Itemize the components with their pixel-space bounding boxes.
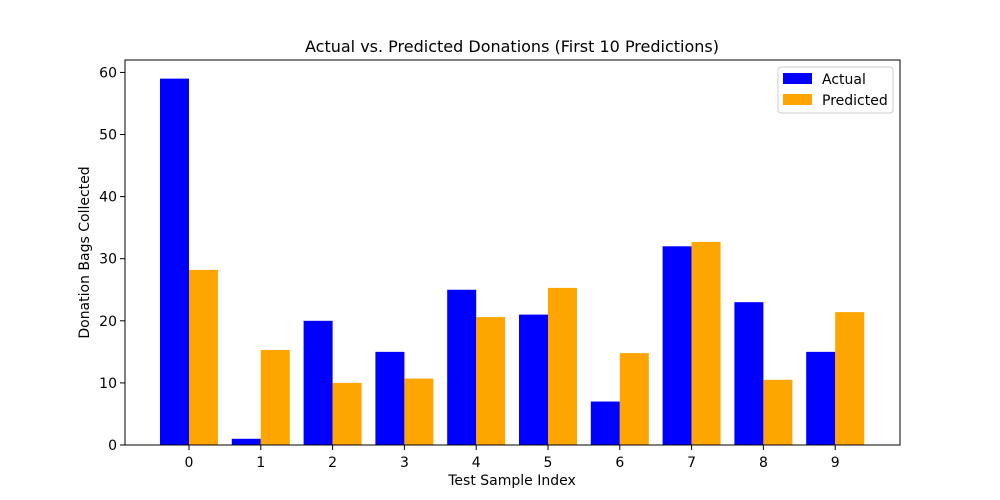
bar-predicted-7: [691, 241, 721, 445]
legend-swatch-actual: [783, 73, 812, 84]
bar-actual-1: [231, 438, 261, 445]
y-tick-label: 0: [108, 438, 117, 454]
bar-actual-7: [662, 246, 692, 445]
bar-actual-6: [590, 401, 620, 445]
x-tick-label: 1: [256, 455, 265, 471]
bar-actual-5: [519, 314, 548, 445]
x-axis-title: Test Sample Index: [447, 473, 576, 489]
bar-predicted-8: [763, 379, 793, 445]
legend-label-actual: Actual: [822, 72, 866, 88]
bar-actual-2: [303, 320, 333, 445]
x-tick-label: 7: [687, 455, 696, 471]
x-tick-label: 0: [185, 455, 194, 471]
y-tick-label: 20: [99, 314, 117, 330]
bar-predicted-4: [476, 317, 506, 445]
bar-predicted-0: [189, 269, 218, 445]
bar-predicted-3: [404, 378, 434, 445]
legend-swatch-predicted: [783, 94, 812, 105]
x-tick-label: 9: [831, 455, 840, 471]
bar-predicted-1: [260, 349, 290, 445]
x-tick-label: 6: [615, 455, 624, 471]
x-axis: 0 1 2 3 4 5 6 7 8 9: [185, 445, 840, 471]
y-axis-title: Donation Bags Collected: [77, 166, 93, 338]
y-axis: 0 10 20 30 40 50 60: [99, 65, 125, 454]
bar-predicted-5: [548, 287, 577, 445]
x-tick-label: 5: [544, 455, 553, 471]
y-tick-label: 30: [99, 252, 117, 268]
x-tick-label: 3: [400, 455, 409, 471]
bar-actual-4: [447, 289, 477, 445]
bars-group: [160, 78, 865, 446]
bar-actual-3: [375, 351, 405, 445]
legend-label-predicted: Predicted: [822, 93, 888, 109]
bar-predicted-9: [835, 312, 865, 445]
plot-frame: [124, 59, 901, 446]
y-tick-label: 50: [99, 128, 117, 144]
x-tick-label: 2: [328, 455, 337, 471]
y-tick-label: 40: [99, 190, 117, 206]
bar-predicted-2: [332, 382, 362, 445]
x-tick-label: 4: [472, 455, 481, 471]
y-tick-label: 60: [99, 65, 117, 81]
y-tick-label: 10: [99, 376, 117, 392]
bar-predicted-6: [619, 353, 649, 445]
legend: Actual Predicted: [777, 66, 894, 114]
chart-title: Actual vs. Predicted Donations (First 10…: [305, 37, 719, 56]
bar-actual-8: [734, 302, 764, 445]
bar-actual-0: [160, 78, 189, 446]
x-tick-label: 8: [759, 455, 768, 471]
bar-actual-9: [806, 351, 836, 445]
